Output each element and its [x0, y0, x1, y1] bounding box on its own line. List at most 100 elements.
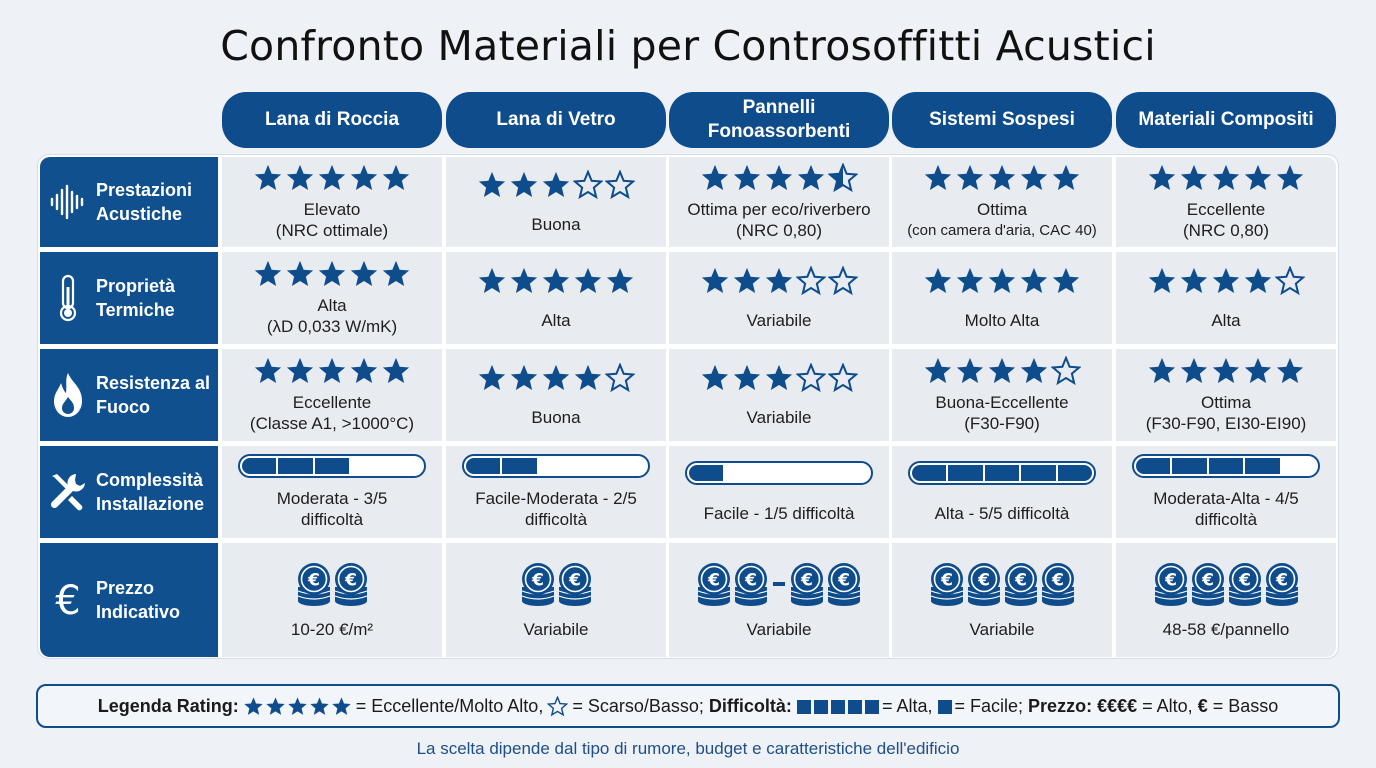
cell-r5-c5: € € € €48-58 €/pannello	[1116, 543, 1336, 657]
legend-empty-star	[547, 695, 569, 717]
svg-text:€: €	[1051, 570, 1064, 590]
svg-text:€: €	[1238, 570, 1251, 590]
star-full-icon	[1148, 267, 1176, 293]
star-full-icon	[733, 164, 761, 190]
star-full-icon	[286, 164, 314, 190]
cell-text: 48-58 €/pannello	[1162, 619, 1290, 639]
svg-text:€: €	[344, 570, 357, 590]
svg-text:€: €	[744, 570, 757, 590]
cell-r2-c5: Alta	[1116, 252, 1336, 344]
star-full-icon	[988, 164, 1016, 190]
euro-icon: €	[40, 578, 96, 622]
star-empty-icon	[796, 362, 826, 392]
star-full-icon	[765, 164, 793, 190]
star-full-icon	[924, 267, 952, 293]
star-full-icon	[542, 171, 570, 197]
cell-text: Variabile	[746, 310, 812, 330]
cell-text: Eccellente	[292, 393, 372, 412]
euro-coin-icon: €	[827, 562, 861, 606]
star-full-icon	[332, 696, 351, 715]
cell-text: (con camera d'aria, CAC 40)	[907, 222, 1097, 239]
star-full-icon	[956, 267, 984, 293]
difficulty-segment	[798, 465, 832, 481]
cell-text: Alta	[541, 310, 571, 330]
star-full-icon	[318, 260, 346, 286]
star-full-icon	[510, 364, 538, 390]
cell-r2-c4: Molto Alta	[892, 252, 1112, 344]
difficulty-segment	[388, 458, 422, 474]
star-full-icon	[701, 164, 729, 190]
star-full-icon	[1020, 164, 1048, 190]
star-full-icon	[1052, 267, 1080, 293]
cell-r2-c1: Alta (λD 0,033 W/mK)	[222, 252, 442, 344]
star-full-icon	[1212, 357, 1240, 383]
star-full-icon	[478, 171, 506, 197]
star-full-icon	[1276, 164, 1304, 190]
star-full-icon	[382, 260, 410, 286]
cell-text: Alta - 5/5 difficoltà	[934, 503, 1070, 523]
difficulty-segment	[725, 465, 759, 481]
star-full-icon	[733, 267, 761, 293]
star-full-icon	[765, 267, 793, 293]
star-full-icon	[701, 267, 729, 293]
star-full-icon	[1180, 357, 1208, 383]
star-full-icon	[288, 696, 307, 715]
legend-price-low: = Basso	[1212, 695, 1279, 716]
cell-text: Moderata-Alta - 4/5	[1153, 489, 1299, 508]
cell-text: 10-20 €/m²	[290, 619, 374, 639]
star-full-icon	[1212, 164, 1240, 190]
cell-r3-c4: Buona-Eccellente (F30-F90)	[892, 349, 1112, 441]
price-coins: € € € €	[1153, 561, 1300, 607]
svg-text:€: €	[1275, 570, 1288, 590]
star-rating	[923, 356, 1081, 386]
column-header-4: Sistemi Sospesi	[892, 92, 1112, 148]
star-empty-icon	[828, 265, 858, 295]
star-rating	[923, 266, 1081, 296]
star-full-icon	[1020, 267, 1048, 293]
euro-coin-icon: €	[790, 562, 824, 606]
cell-text: Buona	[531, 214, 581, 234]
price-coins: € € € €	[696, 561, 862, 607]
cell-text: Variabile	[969, 619, 1035, 639]
legend-rating-label: Legenda Rating:	[97, 695, 239, 716]
cell-r1-c5: Eccellente (NRC 0,80)	[1116, 157, 1336, 247]
star-full-icon	[350, 260, 378, 286]
euro-coin-icon: €	[967, 562, 1000, 606]
cell-text: (NRC ottimale)	[275, 221, 389, 240]
star-full-icon	[318, 357, 346, 383]
price-coins: € € € €	[929, 561, 1076, 607]
star-full-icon	[701, 364, 729, 390]
difficulty-segment	[612, 458, 646, 474]
star-full-icon	[574, 364, 602, 390]
star-full-icon	[1180, 267, 1208, 293]
cell-text: Variabile	[746, 619, 812, 639]
svg-text:€: €	[837, 570, 850, 590]
star-full-icon	[1244, 267, 1272, 293]
svg-text:€: €	[940, 570, 953, 590]
column-header-2: Lana di Vetro	[446, 92, 666, 148]
euro-coin-icon: €	[1191, 562, 1224, 606]
cell-text: difficoltà	[524, 510, 588, 529]
euro-coin-icon: €	[297, 562, 330, 606]
svg-text:€: €	[568, 570, 581, 590]
star-rating	[1147, 356, 1305, 386]
difficulty-bar	[238, 454, 426, 478]
cell-text: Buona	[531, 407, 581, 427]
cell-text: Ottima	[1200, 393, 1252, 412]
star-rating	[700, 362, 858, 393]
star-full-icon	[286, 260, 314, 286]
star-full-icon	[988, 357, 1016, 383]
cell-r3-c3: Variabile	[669, 349, 889, 441]
cell-text: difficoltà	[300, 510, 364, 529]
euro-coin-icon: €	[734, 562, 768, 606]
euro-coin-icon: €	[1004, 562, 1037, 606]
svg-text:€: €	[1164, 570, 1177, 590]
difficulty-bar	[462, 454, 650, 478]
row-label-3: Resistenza al Fuoco	[40, 349, 218, 441]
star-rating	[923, 163, 1081, 193]
difficulty-segment	[1282, 458, 1316, 474]
star-full-icon	[286, 357, 314, 383]
column-header-5: Materiali Compositi	[1116, 92, 1336, 148]
cell-r5-c1: € €10-20 €/m²	[222, 543, 442, 657]
legend-full-text: = Eccellente/Molto Alto,	[355, 695, 544, 716]
